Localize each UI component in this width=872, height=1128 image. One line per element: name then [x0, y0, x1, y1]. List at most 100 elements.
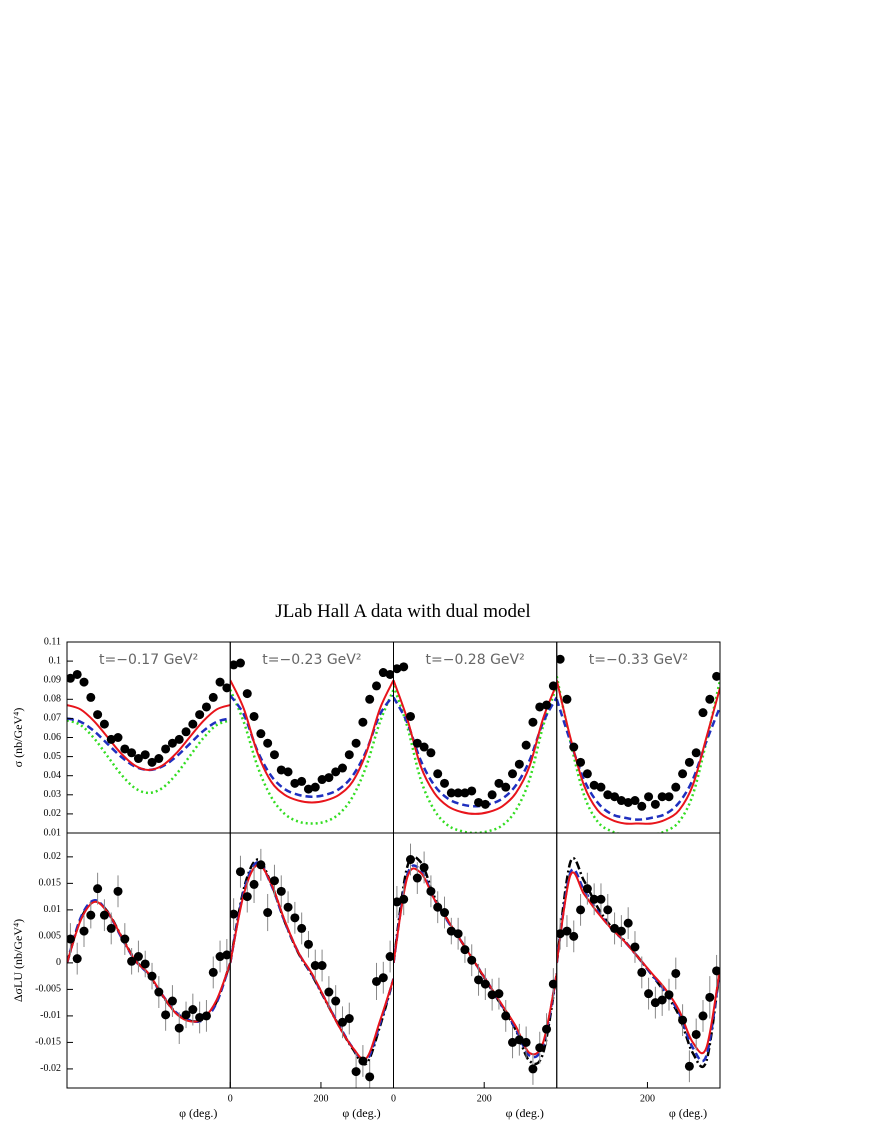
data-point [406, 855, 416, 865]
data-point [127, 748, 137, 758]
data-point [344, 750, 354, 760]
panel-plot [230, 658, 394, 825]
data-point [556, 654, 565, 664]
data-point [263, 738, 273, 748]
y-tick-label: -0.01 [40, 1010, 61, 1021]
data-point [644, 792, 654, 802]
panel-frame [556, 832, 721, 1089]
x-axis-label: φ (deg.) [669, 1106, 707, 1120]
y-tick-label: -0.015 [35, 1037, 61, 1048]
data-point [161, 1010, 171, 1020]
data-point [610, 792, 620, 802]
data-point [297, 776, 307, 786]
model-curve [230, 689, 394, 825]
data-point [684, 1061, 694, 1071]
data-point [712, 966, 720, 976]
data-point [242, 892, 252, 902]
data-point [501, 782, 511, 792]
data-point [582, 769, 592, 779]
data-point [596, 782, 606, 792]
data-point [147, 971, 157, 981]
y-tick-label: 0.11 [44, 636, 61, 647]
data-point [603, 790, 613, 800]
data-point [371, 976, 381, 986]
y-tick-label: 0.01 [44, 827, 62, 838]
data-point [596, 894, 606, 904]
data-point [113, 886, 123, 896]
y-tick-label: 0.02 [44, 851, 62, 862]
data-point [603, 905, 613, 915]
data-point [249, 711, 259, 721]
data-point [208, 967, 218, 977]
data-point [657, 792, 667, 802]
data-point [508, 1037, 518, 1047]
data-point [623, 918, 633, 928]
data-point [276, 886, 286, 896]
model-curve [230, 679, 394, 804]
y-tick-label: -0.02 [40, 1063, 61, 1074]
data-point [351, 1067, 361, 1077]
data-point [269, 876, 279, 886]
data-point [521, 1037, 531, 1047]
data-point [256, 860, 266, 870]
data-point [440, 778, 450, 788]
data-point [297, 923, 307, 933]
data-point [317, 961, 327, 971]
panel-plot [230, 848, 394, 1088]
panel-frame [66, 832, 231, 1089]
data-point [460, 788, 470, 798]
x-tick-label: 200 [640, 1093, 655, 1104]
data-point [283, 767, 293, 777]
data-point [501, 1011, 511, 1021]
data-point [283, 902, 293, 912]
data-point [446, 788, 456, 798]
x-tick-label: 200 [477, 1093, 492, 1104]
data-point [637, 967, 647, 977]
model-curve [230, 858, 394, 1066]
data-point [195, 1012, 205, 1022]
model-curve [393, 696, 557, 808]
data-point [548, 979, 557, 989]
data-point [589, 894, 599, 904]
y-tick-label: 0.005 [39, 931, 62, 942]
x-tick-label: 200 [313, 1093, 328, 1104]
data-point [208, 692, 218, 702]
data-point [542, 1024, 552, 1034]
y-axis-label: σ (nb/GeV⁴) [11, 708, 25, 768]
data-point [154, 987, 164, 997]
data-point [494, 778, 504, 788]
data-point [657, 995, 667, 1005]
data-point [562, 926, 572, 936]
data-point [419, 862, 429, 872]
data-point [589, 780, 599, 790]
model-curve [67, 899, 231, 1024]
data-point [378, 973, 388, 983]
data-point [542, 700, 552, 710]
data-point [222, 683, 231, 693]
panel-title: t=−0.17 GeV² [99, 652, 198, 668]
data-point [406, 711, 416, 721]
data-point [222, 950, 231, 960]
y-tick-label: 0.08 [44, 694, 62, 705]
data-point [99, 719, 109, 729]
data-point [290, 913, 300, 923]
data-point [528, 717, 538, 727]
data-point [263, 908, 273, 918]
model-curve [67, 719, 231, 795]
data-point [433, 769, 443, 779]
data-point [337, 763, 347, 773]
y-tick-label: 0.04 [44, 770, 62, 781]
data-point [460, 945, 470, 955]
model-curve [556, 871, 720, 1055]
panel-frame [66, 641, 231, 834]
model-curve [556, 698, 720, 821]
y-tick-label: 0.05 [44, 751, 62, 762]
data-point [630, 942, 640, 952]
data-point [671, 968, 681, 978]
y-tick-label: 0.03 [44, 789, 62, 800]
data-point [215, 952, 225, 962]
data-point [99, 910, 109, 920]
data-point [72, 669, 82, 679]
y-tick-label: 0.06 [44, 732, 62, 743]
model-curve [556, 676, 720, 833]
